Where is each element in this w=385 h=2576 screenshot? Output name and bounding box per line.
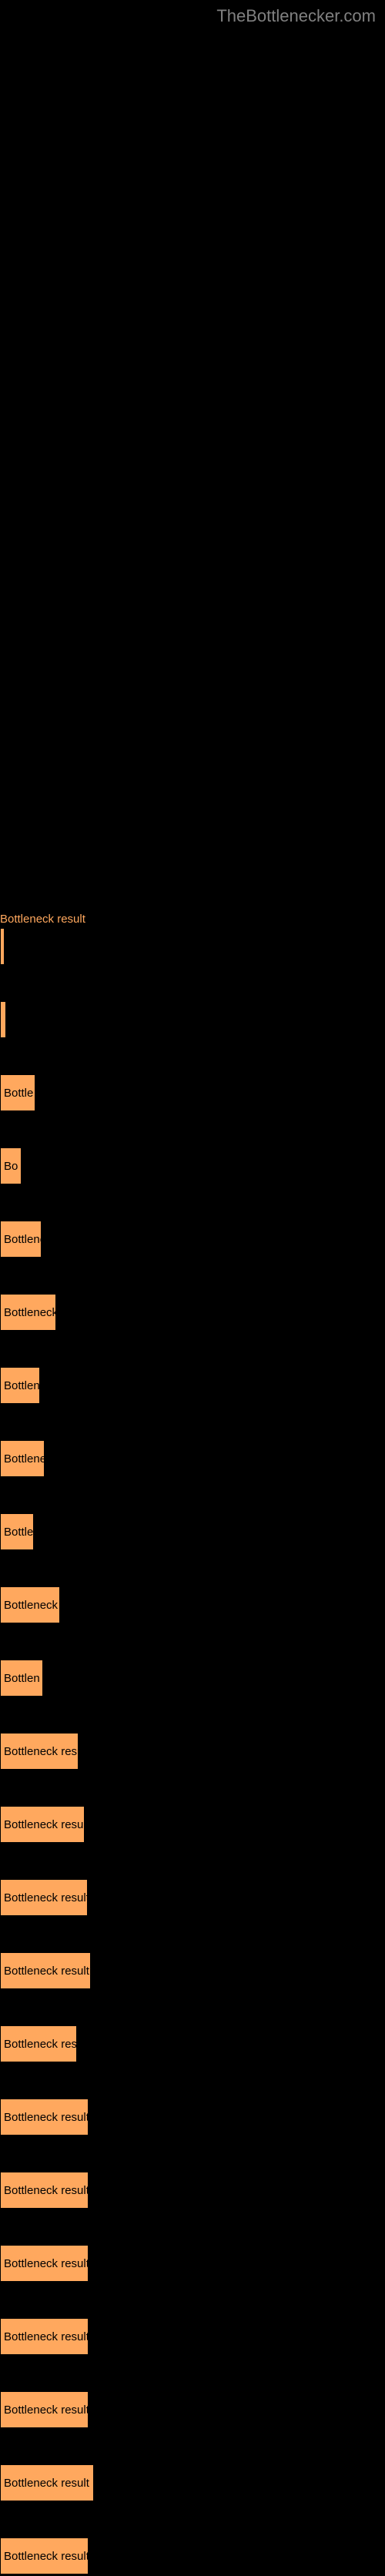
bar-label: Bottleneck r bbox=[4, 1599, 60, 1612]
bar-row: Bottleneck result bbox=[0, 2245, 385, 2283]
chart-bar: Bottleneck result bbox=[0, 2245, 89, 2282]
chart-bar: Bottleneck result bbox=[0, 2099, 89, 2136]
bar-row: Bottleneck res bbox=[0, 2025, 385, 2064]
bar-label: Bo bbox=[4, 1160, 18, 1173]
bar-label: Bottleneck result bbox=[4, 1818, 85, 1831]
chart-bar: Bottlene bbox=[0, 1221, 42, 1258]
bar-label: Bottleneck res bbox=[4, 2038, 77, 2051]
bar-label: Bottleneck bbox=[4, 1306, 56, 1319]
chart-bar: Bottleneck res bbox=[0, 2025, 77, 2062]
bar-row: Bottleneck result bbox=[0, 2318, 385, 2357]
bar-label: Bottleneck result bbox=[4, 2257, 89, 2270]
chart-bar: Bottleneck result bbox=[0, 2318, 89, 2355]
bar-row: Bottlene bbox=[0, 1440, 385, 1479]
bar-label: Bottleneck resu bbox=[4, 1745, 79, 1758]
bar-row: Bottlen bbox=[0, 1660, 385, 1698]
chart-bar: Bottle bbox=[0, 1074, 35, 1111]
bar-row: Bo bbox=[0, 1147, 385, 1186]
bar-row: Bottleneck result bbox=[0, 2537, 385, 2576]
bar-row: Bottleneck result bbox=[0, 928, 385, 966]
chart-bar: Bottleneck resu bbox=[0, 1733, 79, 1770]
bar-label: Bottleneck result bbox=[4, 2403, 89, 2417]
bar-row: Bottlen bbox=[0, 1367, 385, 1405]
bar-row: Bottleneck result bbox=[0, 1806, 385, 1844]
bar-row: Bottleneck result bbox=[0, 2464, 385, 2503]
chart-bar: Bottleneck result bbox=[0, 1879, 88, 1916]
bar-row: Bottleneck r bbox=[0, 1586, 385, 1625]
chart-bar: Bottleneck result bbox=[0, 2172, 89, 2209]
chart-bar: Bottleneck r bbox=[0, 1586, 60, 1623]
watermark-text: TheBottlenecker.com bbox=[216, 6, 376, 26]
bar-label: Bottleneck result bbox=[4, 2477, 89, 2490]
chart-bar: Bottle bbox=[0, 1513, 34, 1550]
bar-label: Bottle bbox=[4, 1087, 33, 1100]
chart-bar bbox=[0, 928, 5, 965]
bar-label: Bottleneck result bbox=[4, 2111, 89, 2124]
bar-row: Bottleneck result bbox=[0, 1879, 385, 1918]
bar-row bbox=[0, 1001, 385, 1040]
bar-label: Bottleneck result bbox=[4, 2550, 89, 2563]
bar-row: Bottle bbox=[0, 1074, 385, 1113]
bar-label: Bottle bbox=[4, 1526, 33, 1539]
chart-bar: Bottlene bbox=[0, 1440, 45, 1477]
bar-label: Bottlen bbox=[4, 1672, 40, 1685]
bar-label: Bottleneck result bbox=[4, 1965, 89, 1978]
chart-bar: Bottleneck result bbox=[0, 1806, 85, 1843]
chart-bar: Bottlen bbox=[0, 1660, 43, 1697]
bar-row: Bottleneck result bbox=[0, 2172, 385, 2210]
bar-row: Bottleneck bbox=[0, 1294, 385, 1332]
bar-label: Bottleneck result bbox=[4, 1891, 88, 1904]
bar-row: Bottleneck result bbox=[0, 2099, 385, 2137]
bar-label: Bottleneck result bbox=[4, 2184, 89, 2197]
bar-row: Bottleneck resu bbox=[0, 1733, 385, 1771]
bar-label: Bottleneck result bbox=[4, 2330, 89, 2343]
chart-bar: Bottleneck result bbox=[0, 2464, 94, 2501]
chart-bar bbox=[0, 1001, 6, 1038]
chart-bar: Bottleneck bbox=[0, 1294, 56, 1331]
chart-bar: Bo bbox=[0, 1147, 22, 1184]
bar-row: Bottleneck result bbox=[0, 1952, 385, 1991]
chart-bar: Bottlen bbox=[0, 1367, 40, 1404]
bar-row: Bottle bbox=[0, 1513, 385, 1552]
chart-bar: Bottleneck result bbox=[0, 2537, 89, 2574]
bar-label: Bottlene bbox=[4, 1452, 45, 1466]
bar-row: Bottleneck result bbox=[0, 2391, 385, 2430]
bar-label: Bottlen bbox=[4, 1379, 40, 1392]
chart-bar: Bottleneck result bbox=[0, 1952, 91, 1989]
bar-label-above: Bottleneck result bbox=[0, 913, 85, 926]
chart-bar: Bottleneck result bbox=[0, 2391, 89, 2428]
bar-label: Bottlene bbox=[4, 1233, 42, 1246]
bar-row: Bottlene bbox=[0, 1221, 385, 1259]
